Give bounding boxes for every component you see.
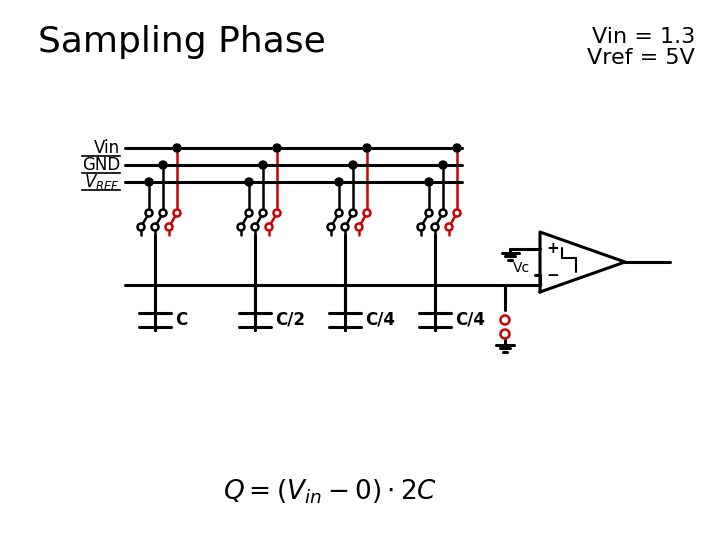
Text: C/4: C/4 <box>365 311 395 329</box>
Circle shape <box>273 144 281 152</box>
Circle shape <box>363 144 371 152</box>
Circle shape <box>266 224 272 231</box>
Circle shape <box>159 161 167 169</box>
Circle shape <box>151 224 158 231</box>
Circle shape <box>259 210 266 217</box>
Circle shape <box>439 161 447 169</box>
Circle shape <box>245 178 253 186</box>
Circle shape <box>246 210 253 217</box>
Text: Sampling Phase: Sampling Phase <box>38 25 325 59</box>
Text: −: − <box>546 268 559 283</box>
Circle shape <box>160 210 166 217</box>
Circle shape <box>425 178 433 186</box>
Circle shape <box>349 210 356 217</box>
Circle shape <box>453 144 461 152</box>
Circle shape <box>500 315 510 325</box>
Text: +: + <box>546 241 559 256</box>
Circle shape <box>418 224 425 231</box>
Text: Vc: Vc <box>513 261 530 275</box>
Circle shape <box>274 210 281 217</box>
Circle shape <box>356 224 362 231</box>
Text: GND: GND <box>82 156 120 174</box>
Circle shape <box>431 224 438 231</box>
Circle shape <box>335 178 343 186</box>
Circle shape <box>426 210 433 217</box>
Circle shape <box>138 224 145 231</box>
Text: C/2: C/2 <box>275 311 305 329</box>
Circle shape <box>341 224 348 231</box>
Circle shape <box>166 224 173 231</box>
Circle shape <box>251 224 258 231</box>
Circle shape <box>145 178 153 186</box>
Text: C/4: C/4 <box>455 311 485 329</box>
Circle shape <box>145 210 153 217</box>
Circle shape <box>446 224 452 231</box>
Text: $V_{REF}$: $V_{REF}$ <box>84 172 120 192</box>
Text: C: C <box>175 311 187 329</box>
Circle shape <box>439 210 446 217</box>
Text: Vin = 1.3: Vin = 1.3 <box>592 27 695 47</box>
Circle shape <box>500 329 510 339</box>
Circle shape <box>328 224 335 231</box>
Circle shape <box>454 210 461 217</box>
Circle shape <box>364 210 371 217</box>
Text: Vref = 5V: Vref = 5V <box>587 48 695 68</box>
Circle shape <box>238 224 245 231</box>
Circle shape <box>174 210 181 217</box>
Circle shape <box>349 161 357 169</box>
Circle shape <box>259 161 267 169</box>
Text: $Q=(V_{in}-0)\cdot 2C$: $Q=(V_{in}-0)\cdot 2C$ <box>223 478 437 507</box>
Circle shape <box>173 144 181 152</box>
Circle shape <box>336 210 343 217</box>
Text: Vin: Vin <box>94 139 120 157</box>
